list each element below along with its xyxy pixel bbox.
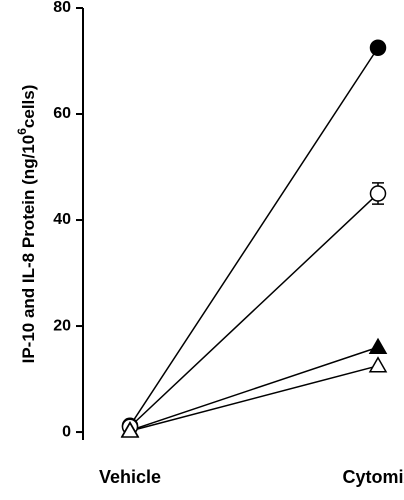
y-axis-label-text: IP-10 and IL-8 Protein (ng/10 (19, 135, 38, 364)
y-axis-label: IP-10 and IL-8 Protein (ng/106cells) (15, 85, 38, 364)
y-tick-label: 80 (53, 0, 71, 16)
y-tick-label: 60 (53, 105, 71, 122)
point (120, 421, 140, 438)
x-tick-label: Vehicle (99, 467, 161, 487)
series-line (129, 47, 379, 427)
point (368, 337, 388, 354)
series-line (129, 192, 379, 428)
point (368, 356, 388, 373)
y-tick-label: 40 (53, 211, 71, 228)
point (369, 185, 387, 202)
series-line (129, 365, 379, 432)
y-axis-label-sup: 6 (15, 128, 29, 135)
y-tick-label: 0 (62, 423, 71, 440)
y-tick-label: 20 (53, 317, 71, 334)
y-axis-label-tail: cells) (19, 85, 38, 128)
series-line (129, 346, 379, 432)
point (369, 39, 387, 57)
x-tick-label: Cytomix (342, 467, 404, 487)
